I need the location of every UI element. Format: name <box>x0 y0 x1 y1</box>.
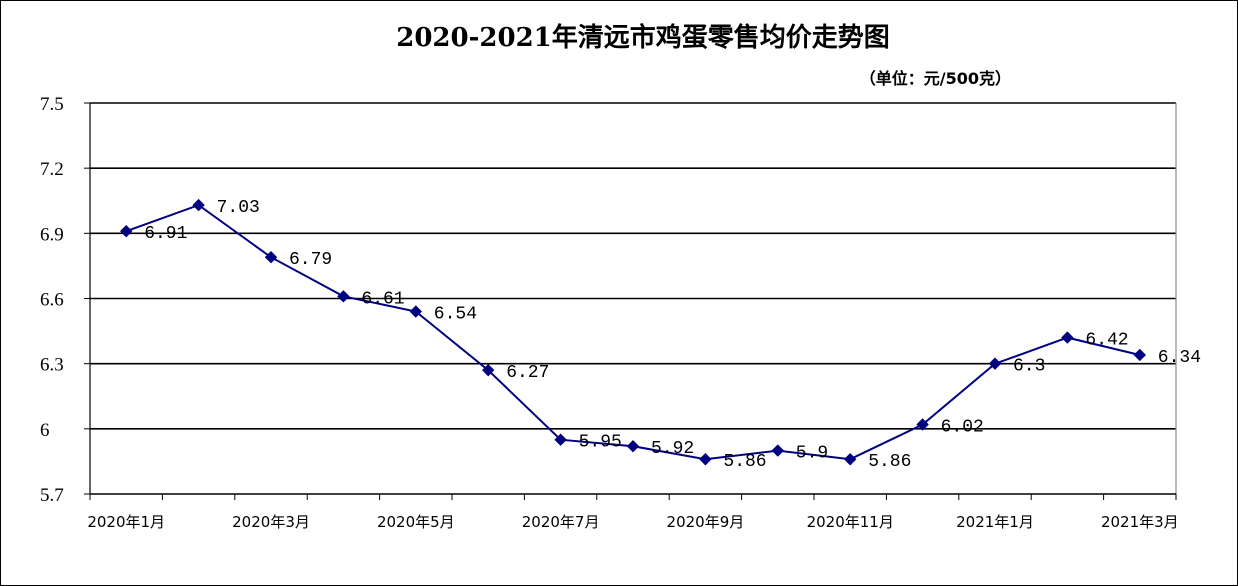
gridlines <box>90 102 1176 430</box>
data-label: 6.27 <box>506 363 549 383</box>
data-label: 6.79 <box>289 250 332 270</box>
data-point <box>626 440 640 453</box>
axes <box>84 102 1177 500</box>
data-label: 6.54 <box>434 305 477 325</box>
x-tick-label: 2021年1月 <box>956 513 1034 531</box>
data-label: 7.03 <box>217 198 260 218</box>
y-tick-label: 6.6 <box>40 290 64 311</box>
chart-title: 2020-2021年清远市鸡蛋零售均价走势图 <box>396 22 890 53</box>
data-point <box>409 305 423 318</box>
data-point <box>1061 331 1074 344</box>
data-point <box>481 363 495 377</box>
x-tick-label: 2020年3月 <box>232 513 310 531</box>
unit-label: （单位：元/500克） <box>860 69 1011 88</box>
data-point <box>1133 348 1147 362</box>
data-point <box>264 251 278 264</box>
data-label: 6.91 <box>144 224 187 244</box>
y-tick-label: 6.3 <box>40 355 64 376</box>
data-label: 5.95 <box>579 433 622 453</box>
x-tick-label: 2021年3月 <box>1101 513 1179 531</box>
data-label: 6.34 <box>1158 348 1201 368</box>
x-tick-label: 2020年1月 <box>87 513 165 531</box>
series-line <box>125 203 1141 461</box>
data-label: 5.9 <box>796 444 828 464</box>
y-tick-label: 7.5 <box>40 94 64 115</box>
data-label: 5.92 <box>651 439 694 459</box>
data-label: 6.02 <box>941 417 984 437</box>
x-tick-label: 2020年11月 <box>807 513 894 531</box>
y-tick-label: 6.9 <box>40 224 64 245</box>
x-tick-label: 2020年7月 <box>522 513 600 531</box>
data-point <box>192 198 205 212</box>
data-point <box>988 357 1002 370</box>
data-point <box>699 453 712 466</box>
y-tick-label: 5.7 <box>40 485 64 506</box>
data-point <box>843 453 857 466</box>
x-tick-label: 2020年9月 <box>667 513 745 531</box>
data-point <box>337 290 350 303</box>
x-tick-label: 2020年5月 <box>377 513 455 531</box>
data-point <box>554 433 567 446</box>
data-label: 5.86 <box>723 452 766 472</box>
data-point <box>119 224 133 238</box>
data-label: 6.42 <box>1085 331 1128 351</box>
data-label: 5.86 <box>868 452 911 472</box>
series <box>119 198 1147 466</box>
data-label: 6.61 <box>361 289 404 309</box>
tick-labels: 7.5 7.2 6.9 6.6 6.3 6 5.7 2020年1月 2020年3月 2020年5月… <box>40 94 1179 531</box>
y-tick-label: 6 <box>40 420 50 441</box>
data-labels: 6.91 7.03 6.79 6.61 6.54 6.27 5.95 5.92 5.86 5.9 5… <box>144 198 1201 472</box>
y-tick-label: 7.2 <box>40 159 64 180</box>
data-label: 6.3 <box>1013 357 1045 377</box>
data-point <box>771 444 785 457</box>
data-point <box>916 418 929 431</box>
